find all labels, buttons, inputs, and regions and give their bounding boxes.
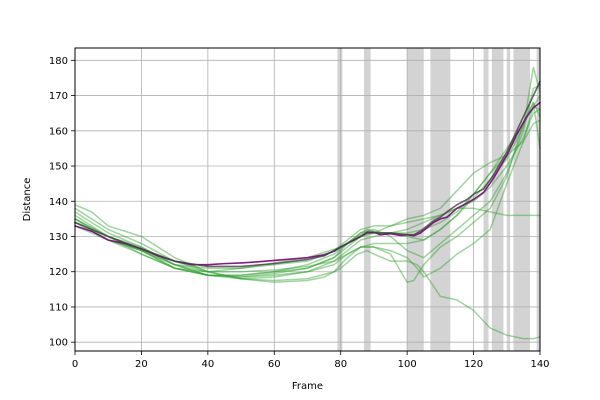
y-tick-label-100: 100: [49, 338, 68, 349]
shaded-span-0: [337, 48, 343, 351]
series-line-0: [74, 204, 541, 340]
x-tick-label-0: 0: [72, 359, 78, 370]
series-lines: [74, 66, 541, 340]
shaded-span-6: [506, 48, 511, 351]
plot-frame: [74, 47, 541, 352]
series-line-5: [74, 207, 541, 278]
shaded-span-3: [430, 48, 451, 351]
x-tick-label-140: 140: [530, 359, 549, 370]
x-axis-label: Frame: [292, 381, 323, 392]
y-tick-label-160: 160: [49, 126, 68, 137]
x-tick-label-20: 20: [135, 359, 148, 370]
x-tick-label-120: 120: [464, 359, 483, 370]
x-tick-label-100: 100: [398, 359, 417, 370]
x-tick-label-60: 60: [268, 359, 281, 370]
series-line-9: [74, 108, 541, 269]
y-tick-label-140: 140: [49, 197, 68, 208]
x-axis-ticks: 0 20 40 60 80 100 120 140: [72, 351, 550, 370]
x-tick-label-40: 40: [201, 359, 214, 370]
shaded-spans: [337, 48, 540, 351]
series-line-1: [74, 105, 541, 282]
y-tick-label-170: 170: [49, 91, 68, 102]
x-tick-label-80: 80: [334, 359, 347, 370]
y-axis-ticks: 100 110 120 130 140 150 160 170 180: [49, 56, 75, 349]
y-tick-label-150: 150: [49, 162, 68, 173]
series-line-4: [74, 84, 541, 278]
y-tick-label-180: 180: [49, 56, 68, 67]
y-tick-label-130: 130: [49, 232, 68, 243]
y-tick-label-110: 110: [49, 302, 68, 313]
series-line-3: [74, 94, 541, 284]
series-line-2: [74, 101, 541, 280]
shaded-span-2: [407, 48, 424, 351]
shaded-span-8: [536, 48, 540, 351]
shaded-span-1: [363, 48, 371, 351]
shaded-span-5: [491, 48, 504, 351]
shaded-span-4: [483, 48, 489, 351]
shaded-span-7: [513, 48, 531, 351]
y-axis-label: Distance: [22, 178, 33, 222]
series-line-11: [74, 80, 541, 268]
y-tick-label-120: 120: [49, 267, 68, 278]
